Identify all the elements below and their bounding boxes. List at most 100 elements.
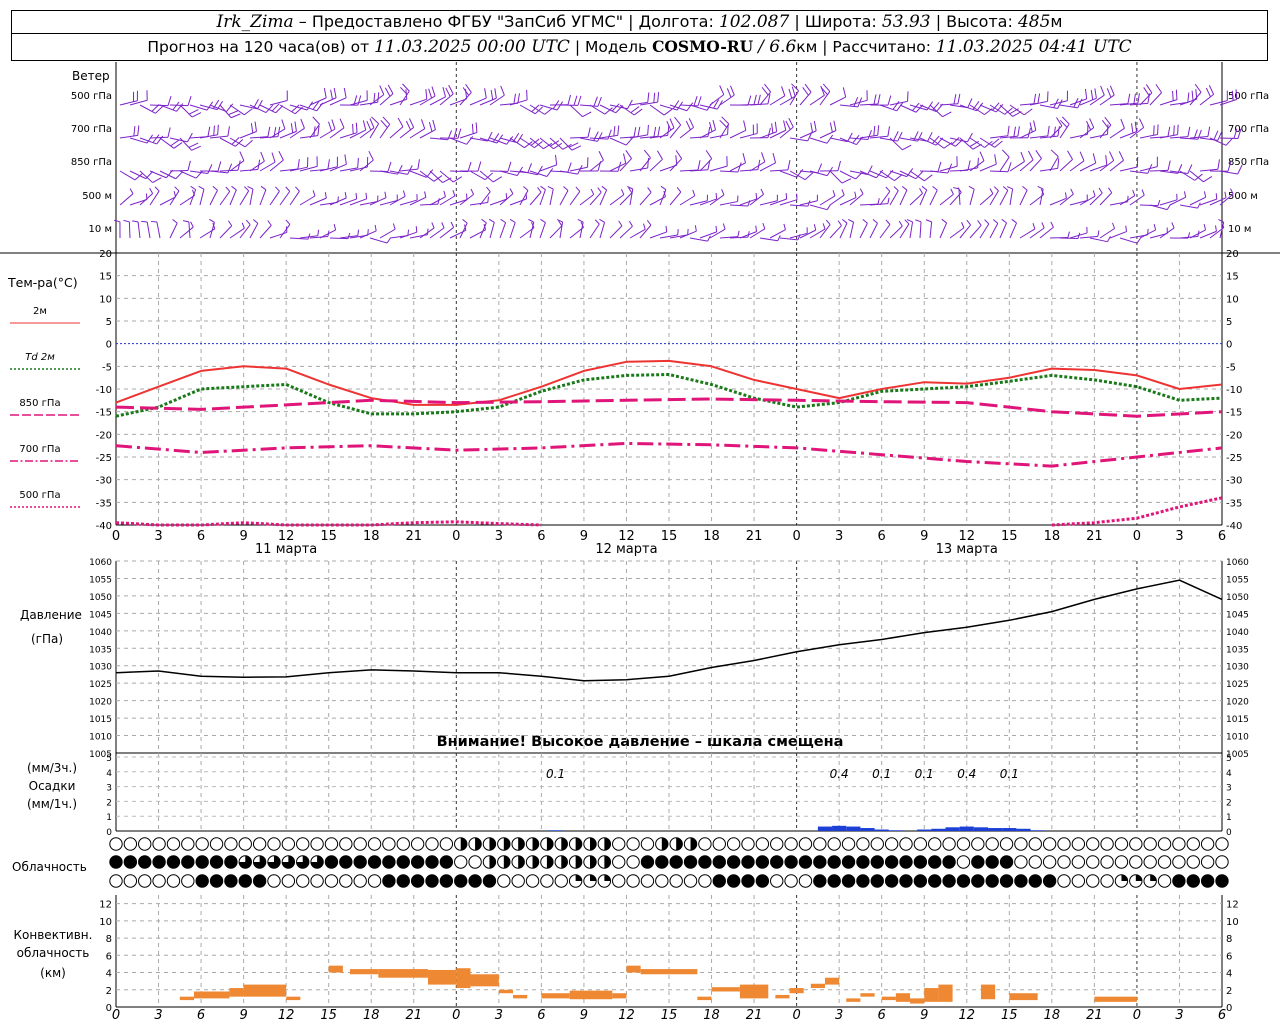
wind-barb — [879, 137, 898, 142]
wind-barb — [829, 137, 848, 143]
precip-bar — [1002, 828, 1017, 831]
wind-barb-feather — [306, 101, 314, 111]
cloud-cover-symbol — [324, 855, 339, 869]
pres-ytick-label: 1025 — [89, 680, 112, 690]
wind-barb — [569, 166, 588, 172]
precip-bar — [832, 825, 847, 831]
wind-barb — [1099, 94, 1115, 106]
wind-barb — [1129, 170, 1148, 174]
cloud-cover-symbol — [626, 837, 640, 851]
cloud-cover-symbol — [209, 874, 224, 888]
cloud-cover-symbol — [468, 874, 482, 888]
hour-tick-label: 0 — [452, 529, 460, 544]
wind-barb-feather — [1166, 204, 1171, 210]
cloud-cover-symbol — [296, 874, 310, 888]
wind-barb — [689, 237, 708, 242]
wind-barb — [979, 137, 995, 148]
pres-ytick-label-right: 1045 — [1226, 610, 1249, 620]
wind-barb-feather — [1157, 124, 1159, 135]
wind-barb — [1059, 104, 1078, 109]
wind-barb — [639, 224, 652, 239]
wind-barb-feather — [1057, 158, 1060, 169]
cloud-cover-symbol — [1172, 837, 1186, 851]
wind-barb-feather — [486, 186, 491, 193]
wind-barb-feather — [802, 87, 810, 96]
wind-barb-feather — [885, 186, 891, 192]
hour-tick-label: 3 — [154, 529, 162, 544]
conv-ytick-label: 10 — [99, 917, 112, 928]
wind-barb — [179, 137, 193, 151]
wind-barb — [819, 195, 836, 206]
temp-series-line — [115, 373, 1223, 418]
prec-ytick-label-right: 3 — [1226, 784, 1232, 794]
wind-barb-feather — [852, 134, 860, 144]
wind-barb — [789, 170, 806, 181]
conv-hour-tick-label: 0 — [112, 1008, 120, 1023]
wind-barb-feather — [217, 161, 222, 172]
wind-barb — [649, 158, 663, 172]
wind-barb-feather — [674, 116, 682, 126]
wind-barb — [259, 136, 278, 139]
temp-series-line — [115, 520, 542, 527]
wind-barb — [1149, 204, 1168, 211]
wind-barb — [549, 137, 564, 150]
wind-barb-feather — [1143, 87, 1150, 97]
cloud-cover-symbol — [339, 837, 353, 851]
wind-barb — [389, 170, 408, 175]
wind-barb-feather — [333, 87, 337, 98]
wind-barb — [229, 137, 246, 148]
wind-barb — [399, 90, 410, 106]
wind-barb-feather — [250, 123, 254, 134]
wind-barb — [369, 123, 380, 139]
cloud-cover-symbol — [367, 874, 382, 888]
cloud-cover-fill — [296, 855, 309, 869]
wind-barb — [1149, 169, 1169, 172]
convective-unit: (км) — [40, 966, 66, 980]
convective-bar — [775, 994, 790, 999]
wind-barb-feather — [755, 192, 758, 200]
wind-barb — [549, 225, 563, 239]
wind-barb-feather — [601, 185, 607, 191]
wind-barb-feather — [227, 220, 233, 227]
wind-barb-feather — [1092, 153, 1097, 164]
cloud-cover-symbol — [928, 855, 942, 869]
cloud-cover-symbol — [626, 855, 640, 869]
wind-barb-feather — [475, 122, 478, 133]
wind-barb — [1159, 199, 1178, 206]
cloud-cover-symbol — [712, 874, 726, 888]
wind-barb — [1219, 222, 1225, 239]
wind-barb — [1039, 135, 1058, 139]
wind-level-label: 10 м — [89, 224, 112, 235]
wind-barb-feather — [239, 151, 245, 161]
wind-barb — [1029, 135, 1048, 139]
wind-barb-feather — [599, 218, 605, 223]
wind-barb-feather — [294, 121, 297, 132]
wind-barb-feather — [1084, 88, 1088, 99]
cloud-cover-symbol — [985, 855, 999, 869]
hour-tick-label: 12 — [278, 529, 295, 544]
wind-barb-feather — [1145, 84, 1153, 94]
wind-barb — [1099, 228, 1115, 239]
convective-bar — [349, 969, 379, 975]
wind-barb-feather — [826, 204, 831, 210]
wind-barb — [279, 224, 291, 239]
wind-barb — [429, 170, 443, 183]
cloud-cover-symbol — [1114, 855, 1129, 869]
wind-barb — [529, 170, 548, 178]
wind-barb-feather — [753, 94, 757, 105]
wind-barb — [629, 101, 648, 106]
hour-tick-label: 21 — [1086, 529, 1103, 544]
temp-ytick-label: -15 — [96, 408, 112, 419]
wind-barb — [699, 104, 718, 110]
wind-barb — [909, 193, 923, 206]
wind-barb — [1109, 159, 1124, 172]
cloud-cover-symbol — [755, 837, 770, 851]
wind-barb-feather — [550, 140, 560, 147]
wind-barb — [829, 225, 842, 239]
wind-barb — [1079, 195, 1096, 206]
wind-barb-feather — [1086, 120, 1092, 131]
wind-barb — [699, 198, 717, 206]
conv-ytick-label: 6 — [106, 951, 112, 962]
wind-barb — [439, 93, 454, 106]
wind-barb-feather — [575, 186, 581, 192]
